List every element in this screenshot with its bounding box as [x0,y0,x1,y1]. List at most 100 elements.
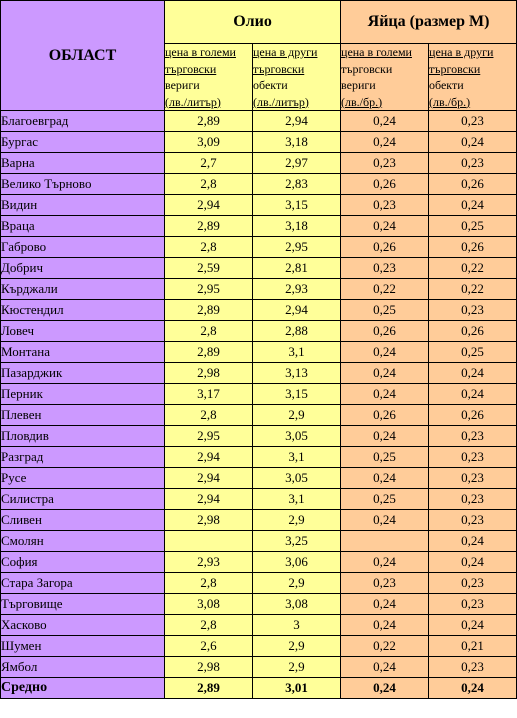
oil-big-chains-cell: 2,95 [164,425,253,447]
egg-other-shops-header: цена в други търговски обекти (лв./бр.) [428,43,517,111]
oil-big-chains-cell: 2,94 [164,467,253,489]
subheader-line: вериги [165,78,200,92]
egg-big-chains-cell: 0,23 [340,572,430,594]
oil-other-shops-cell: 3,1 [251,341,342,363]
egg-other-shops-cell: 0,23 [428,509,517,531]
table-row: Разград 2,94 3,1 0,25 0,23 [0,446,517,468]
region-cell: Видин [0,194,165,216]
egg-big-chains-cell: 0,26 [340,320,430,342]
table-row: Пловдив 2,95 3,05 0,24 0,23 [0,425,517,447]
oil-big-chains-cell: 2,98 [164,656,253,678]
table-body: Благоевград 2,89 2,94 0,24 0,23 Бургас 3,09 3,1… [0,110,517,699]
oil-big-chains-cell: 3,17 [164,383,253,405]
table-row: Кюстендил 2,89 2,94 0,25 0,23 [0,299,517,321]
oil-other-shops-cell: 2,93 [251,278,342,300]
egg-big-chains-cell: 0,22 [340,635,430,657]
oil-other-shops-cell: 3,13 [251,362,342,384]
oil-big-chains-cell: 2,89 [164,299,253,321]
region-cell: Хасково [0,614,165,636]
egg-other-shops-cell: 0,26 [428,404,517,426]
oil-big-chains-cell: 2,6 [164,635,253,657]
subheader-line: обекти [429,78,464,92]
subheader-line: търговски [253,61,305,76]
region-cell: Пловдив [0,425,165,447]
region-cell: Бургас [0,131,165,153]
oil-other-shops-cell: 3,18 [251,215,342,237]
egg-big-chains-cell: 0,24 [340,341,430,363]
oil-other-shops-cell: 2,9 [251,404,342,426]
egg-other-shops-cell: 0,24 [428,614,517,636]
region-cell: Силистра [0,488,165,510]
subheader-line: (лв./бр.) [341,94,383,109]
oil-big-chains-cell: 2,89 [164,110,253,132]
subheader-line: (лв./литър) [253,94,309,109]
egg-other-shops-cell: 0,23 [428,488,517,510]
region-column-header: ОБЛАСТ [0,0,165,111]
region-cell: София [0,551,165,573]
oil-big-chains-cell: 2,94 [164,446,253,468]
oil-other-shops-cell: 2,94 [251,110,342,132]
oil-big-chains-cell: 2,59 [164,257,253,279]
oil-other-shops-cell: 2,81 [251,257,342,279]
oil-other-shops-cell: 3,08 [251,593,342,615]
average-row: Средно 2,89 3,01 0,24 0,24 [0,677,517,699]
subheader-line: цена в други [429,45,494,59]
egg-big-chains-cell: 0,26 [340,404,430,426]
egg-other-shops-cell: 0,21 [428,635,517,657]
table-row: Сливен 2,98 2,9 0,24 0,23 [0,509,517,531]
oil-other-shops-cell: 2,83 [251,173,342,195]
egg-big-chains-cell: 0,24 [340,593,430,615]
egg-big-chains-cell: 0,24 [340,383,430,405]
egg-other-shops-cell: 0,24 [428,551,517,573]
average-egg-other-shops-cell: 0,24 [428,677,517,699]
region-cell: Ямбол [0,656,165,678]
oil-big-chains-cell: 2,95 [164,278,253,300]
price-table: ОБЛАСТ Олио Яйца (размер М) цена в голем… [0,0,517,699]
region-cell: Добрич [0,257,165,279]
oil-big-chains-cell: 3,08 [164,593,253,615]
average-oil-big-chains-cell: 2,89 [164,677,253,699]
oil-other-shops-cell: 3,15 [251,194,342,216]
egg-other-shops-cell: 0,24 [428,194,517,216]
oil-big-chains-cell: 2,98 [164,362,253,384]
table-row: Перник 3,17 3,15 0,24 0,24 [0,383,517,405]
egg-big-chains-header: цена в големи търговски вериги (лв./бр.) [340,43,430,111]
oil-big-chains-cell: 2,94 [164,194,253,216]
table-row: Плевен 2,8 2,9 0,26 0,26 [0,404,517,426]
region-cell: Враца [0,215,165,237]
table-row: Видин 2,94 3,15 0,23 0,24 [0,194,517,216]
region-cell: Шумен [0,635,165,657]
oil-other-shops-cell: 2,97 [251,152,342,174]
egg-other-shops-cell: 0,23 [428,593,517,615]
oil-other-shops-cell: 3,05 [251,467,342,489]
region-cell: Варна [0,152,165,174]
egg-big-chains-cell: 0,24 [340,551,430,573]
region-cell: Стара Загора [0,572,165,594]
table-header: ОБЛАСТ Олио Яйца (размер М) цена в голем… [0,0,517,111]
region-cell: Русе [0,467,165,489]
region-cell: Благоевград [0,110,165,132]
oil-other-shops-cell: 2,9 [251,509,342,531]
egg-other-shops-cell: 0,26 [428,173,517,195]
egg-other-shops-cell: 0,25 [428,215,517,237]
egg-big-chains-cell: 0,24 [340,362,430,384]
oil-big-chains-cell [164,530,253,552]
oil-big-chains-cell: 3,09 [164,131,253,153]
egg-big-chains-cell: 0,23 [340,152,430,174]
table-row: Благоевград 2,89 2,94 0,24 0,23 [0,110,517,132]
region-cell: Габрово [0,236,165,258]
oil-other-shops-cell: 3,05 [251,425,342,447]
average-region-cell: Средно [0,677,165,699]
region-cell: Сливен [0,509,165,531]
oil-other-shops-cell: 2,95 [251,236,342,258]
egg-big-chains-cell: 0,24 [340,614,430,636]
oil-other-shops-cell: 3,18 [251,131,342,153]
egg-big-chains-cell: 0,23 [340,194,430,216]
egg-other-shops-cell: 0,25 [428,341,517,363]
table-row: Ловеч 2,8 2,88 0,26 0,26 [0,320,517,342]
average-egg-big-chains-cell: 0,24 [340,677,430,699]
egg-other-shops-cell: 0,23 [428,110,517,132]
table-row: Русе 2,94 3,05 0,24 0,23 [0,467,517,489]
oil-big-chains-cell: 2,8 [164,320,253,342]
egg-big-chains-cell: 0,24 [340,656,430,678]
